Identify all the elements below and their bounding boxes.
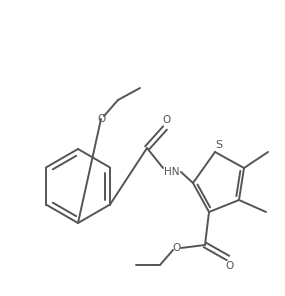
Text: O: O [226,261,234,271]
Text: HN: HN [164,167,180,177]
Text: O: O [97,114,105,124]
Text: O: O [173,243,181,253]
Text: O: O [163,115,171,125]
Text: S: S [215,140,223,150]
